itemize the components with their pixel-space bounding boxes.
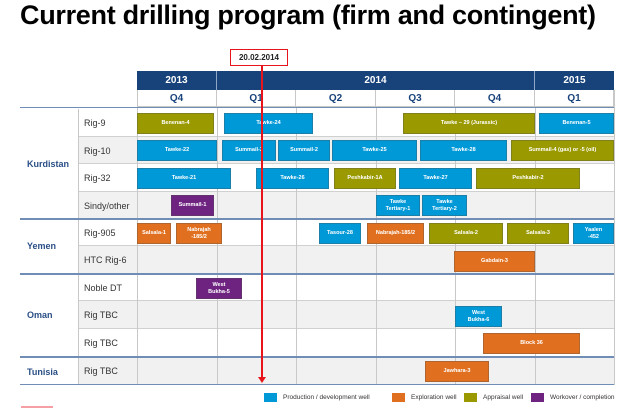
page-title: Current drilling program (firm and conti…: [20, 0, 596, 30]
bar-tawke-26: Tawke-26: [256, 168, 329, 189]
legend-appraisal: Appraisal well: [464, 393, 523, 402]
legend-swatch-blue-icon: [264, 393, 277, 402]
grid-line: [217, 107, 218, 385]
rig-label: Rig-32: [84, 173, 111, 183]
rig-label: Sindy/other: [84, 200, 130, 211]
row-rig-9: [78, 109, 614, 137]
bar-peshkabir-2: Peshkabir-2: [476, 168, 580, 189]
grid-line: [78, 109, 79, 385]
rig-label: Rig TBC: [84, 338, 118, 348]
bar-tawke-28: Tawke-28: [420, 140, 507, 161]
grid-line: [455, 107, 456, 385]
row-rig-905: [78, 219, 614, 246]
row-oman-rig-tbc-1: [78, 301, 614, 329]
quarter-header: Q1: [217, 90, 296, 107]
legend-swatch-orange-icon: [392, 393, 405, 402]
bar-benenan-4: Benenan-4: [137, 113, 214, 134]
bar-peshkabir-1a: Peshkabir-1A: [334, 168, 396, 189]
row-noble-dt: [78, 274, 614, 301]
bar-tawke-tertiary-2: Tawke Tertiary-2: [422, 195, 467, 216]
legend-workover: Workover / completion: [531, 393, 615, 402]
quarter-header: Q4: [137, 90, 217, 107]
legend-swatch-olive-icon: [464, 393, 477, 402]
legend-label: Exploration well: [411, 394, 457, 401]
bar-nabrajah-185-2-b: Nabrajah-185/2: [367, 223, 424, 244]
bar-salsala-1: Salsala-1: [137, 223, 171, 244]
bar-summail-4-5: Summail-4 (gas) or -5 (oil): [511, 140, 614, 161]
country-label-tunisia: Tunisia: [27, 367, 58, 377]
country-label-yemen: Yemen: [27, 241, 57, 251]
row-tunisia-rig-tbc: [78, 357, 614, 385]
rig-label: Rig-9: [84, 118, 106, 128]
row-sindy-other: [78, 192, 614, 219]
separator: [20, 356, 614, 358]
legend-production: Production / development well: [264, 393, 370, 402]
bar-yaalen-452: Yaalen -452: [573, 223, 614, 244]
bar-summail-2: Summail-2: [278, 140, 330, 161]
bar-gabdain-3: Gabdain-3: [454, 251, 535, 272]
bar-tawke-27: Tawke-27: [399, 168, 472, 189]
legend-label: Appraisal well: [483, 394, 524, 401]
bar-tawke-29: Tawke – 29 (Jurassic): [403, 113, 535, 134]
legend-exploration: Exploration well: [392, 393, 457, 402]
legend-label: Workover / completion: [550, 394, 615, 401]
row-rig-32: [78, 164, 614, 192]
bar-west-bukha-6: West Bukha-6: [455, 306, 502, 327]
bar-block-36: Block 36: [483, 333, 580, 354]
rig-label: Rig TBC: [84, 310, 118, 320]
grid-line: [376, 107, 377, 385]
grid-line: [535, 107, 536, 385]
separator: [20, 273, 614, 275]
bar-tawke-tertiary-1: Tawke Tertiary-1: [376, 195, 420, 216]
quarter-header: Q3: [376, 90, 455, 107]
rig-label: Rig-10: [84, 145, 111, 156]
bar-nabrajah-185-2-a: Nabrajah -185/2: [176, 223, 222, 244]
bar-jawhara-3: Jawhara-3: [425, 361, 489, 382]
bar-summail-1: Summail-1: [171, 195, 214, 216]
year-header-2015: 2015: [535, 71, 614, 90]
arrow-down-icon: [258, 377, 266, 383]
bar-summail-3: Summail-3: [222, 140, 276, 161]
rig-label: HTC Rig-6: [84, 255, 127, 265]
country-label-oman: Oman: [27, 310, 53, 320]
country-label-kurdistan: Kurdistan: [27, 159, 70, 169]
rig-label: Rig TBC: [84, 366, 118, 376]
grid-line: [614, 90, 615, 385]
quarter-header: Q2: [296, 90, 376, 107]
bar-tawke-24: Tawke-24: [224, 113, 313, 134]
year-header-2014: 2014: [217, 71, 535, 90]
quarter-header: Q1: [535, 90, 614, 107]
rig-label: Rig-905: [84, 227, 116, 238]
bar-tawke-25: Tawke-25: [332, 140, 417, 161]
partial-legend-marker: [21, 406, 53, 408]
bar-tawke-21: Tawke-21: [137, 168, 231, 189]
legend-label: Production / development well: [283, 394, 370, 401]
bar-tawke-22: Tawke-22: [137, 140, 217, 161]
separator: [20, 107, 614, 108]
quarter-header: Q4: [455, 90, 535, 107]
current-date-label: 20.02.2014: [230, 49, 288, 66]
separator: [20, 218, 614, 220]
separator: [20, 384, 614, 385]
bar-west-bukha-5: West Bukha-5: [196, 278, 242, 299]
bar-salsala-2: Salsala-2: [429, 223, 503, 244]
legend-swatch-purple-icon: [531, 393, 544, 402]
rig-label: Noble DT: [84, 282, 123, 293]
year-header-2013: 2013: [137, 71, 217, 90]
grid-line: [296, 107, 297, 385]
bar-salsala-3: Salsala-3: [507, 223, 569, 244]
current-date-line: [261, 64, 263, 380]
bar-tasour-28: Tasour-28: [319, 223, 361, 244]
bar-benenan-5: Benenan-5: [539, 113, 614, 134]
